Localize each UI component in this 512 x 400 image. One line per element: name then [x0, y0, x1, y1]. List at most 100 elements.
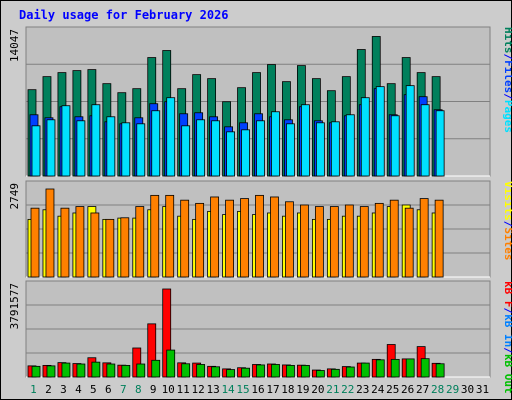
x-tick-label: 3: [60, 383, 67, 396]
bar-kb-out: [46, 365, 56, 378]
bar-pages: [166, 97, 176, 177]
bar-sites: [150, 194, 160, 278]
bar-pages: [226, 131, 235, 177]
bar-sites: [434, 199, 444, 278]
bar-kb-out: [181, 363, 191, 378]
x-tick-label: 14: [221, 383, 235, 396]
bar-sites: [210, 196, 220, 278]
x-tick-label: 6: [105, 383, 112, 396]
bar-pages: [286, 123, 295, 177]
bar-pages: [330, 121, 340, 177]
x-tick-label: 21: [326, 383, 339, 396]
bar-kb-out: [76, 363, 86, 378]
bar-kb-out: [166, 349, 176, 378]
bar-sites: [90, 212, 100, 278]
bar-sites: [389, 199, 399, 278]
bar-sites: [105, 218, 115, 278]
x-tick-label: 7: [120, 383, 127, 396]
x-tick-label: 13: [206, 383, 219, 396]
x-tick-label: 28: [431, 383, 444, 396]
legend-entry: Visits: [502, 181, 512, 221]
bar-sites: [195, 202, 205, 278]
legend-entry: Files: [502, 60, 512, 93]
legend-entry: /: [502, 221, 512, 228]
bar-kb-out: [256, 364, 265, 378]
bar-kb-out: [345, 366, 355, 378]
x-tick-label: 27: [416, 383, 429, 396]
bar-pages: [91, 104, 101, 177]
bar-sites: [344, 204, 354, 278]
bar-pages: [390, 115, 400, 177]
bar-sites: [419, 198, 429, 278]
bar-pages: [31, 125, 41, 177]
bar-sites: [359, 206, 369, 278]
bar-sites: [30, 207, 40, 278]
legend-entry: kB F: [502, 281, 512, 308]
bar-kb-out: [286, 364, 295, 378]
bar-sites: [180, 199, 190, 278]
y-max-label: 14047: [8, 29, 21, 62]
panel-visits-sites: 2749 Visits/Sites: [8, 180, 512, 278]
bar-kb-out: [405, 358, 415, 378]
bar-sites: [300, 204, 309, 278]
bar-sites: [270, 196, 279, 278]
bar-sites: [135, 206, 145, 278]
bar-kb-out: [420, 358, 430, 378]
bar-pages: [435, 110, 445, 177]
x-tick-label: 12: [192, 383, 205, 396]
bar-pages: [301, 104, 310, 177]
bar-sites: [240, 198, 249, 278]
bar-kb-out: [196, 364, 206, 378]
bar-pages: [106, 116, 116, 177]
legend-entry: /: [502, 347, 512, 354]
bar-sites: [285, 201, 294, 278]
x-tick-label: 25: [386, 383, 399, 396]
bar-pages: [211, 120, 221, 177]
legend-entry: kB Out: [502, 354, 512, 394]
bar-kb-out: [211, 366, 221, 378]
legend-entry: Pages: [502, 100, 512, 133]
legend-entry: /: [502, 93, 512, 100]
bar-kb-out: [106, 363, 116, 378]
bar-kb-out: [360, 362, 370, 378]
bar-pages: [136, 123, 146, 177]
y-max-label: 3791577: [8, 283, 21, 329]
bar-kb-out: [330, 368, 340, 378]
x-tick-label: 23: [356, 383, 369, 396]
bar-sites: [314, 206, 324, 278]
bar-sites: [60, 207, 70, 278]
legend-entry: Sites: [502, 227, 512, 260]
bar-kb-out: [301, 364, 310, 378]
bar-kb-out: [61, 362, 71, 378]
bar-sites: [165, 194, 175, 278]
bar-kb-out: [390, 358, 400, 378]
legend-entry: /: [502, 308, 512, 315]
bar-pages: [345, 114, 355, 177]
legend: Visits/Sites: [502, 181, 512, 261]
bar-sites: [404, 207, 414, 278]
bar-kb-out: [151, 359, 161, 378]
bar-pages: [241, 129, 250, 177]
bar-sites: [225, 199, 234, 278]
x-tick-label: 4: [75, 383, 82, 396]
legend-entry: Hits: [502, 27, 512, 54]
x-tick-label: 1: [30, 383, 37, 396]
x-tick-label: 16: [251, 383, 264, 396]
bar-pages: [196, 119, 206, 177]
x-tick-label: 26: [401, 383, 414, 396]
bar-pages: [271, 111, 280, 177]
bar-pages: [256, 120, 265, 177]
x-tick-label: 8: [135, 383, 142, 396]
legend-entry: /: [502, 54, 512, 61]
bar-pages: [405, 85, 415, 177]
bar-kb-out: [315, 370, 325, 378]
bar-pages: [151, 110, 161, 177]
bar-kb-out: [31, 365, 41, 378]
bar-pages: [420, 104, 430, 177]
x-tick-label: 2: [45, 383, 52, 396]
x-tick-label: 9: [150, 383, 157, 396]
bar-pages: [315, 122, 325, 177]
x-tick-label: 10: [162, 383, 175, 396]
